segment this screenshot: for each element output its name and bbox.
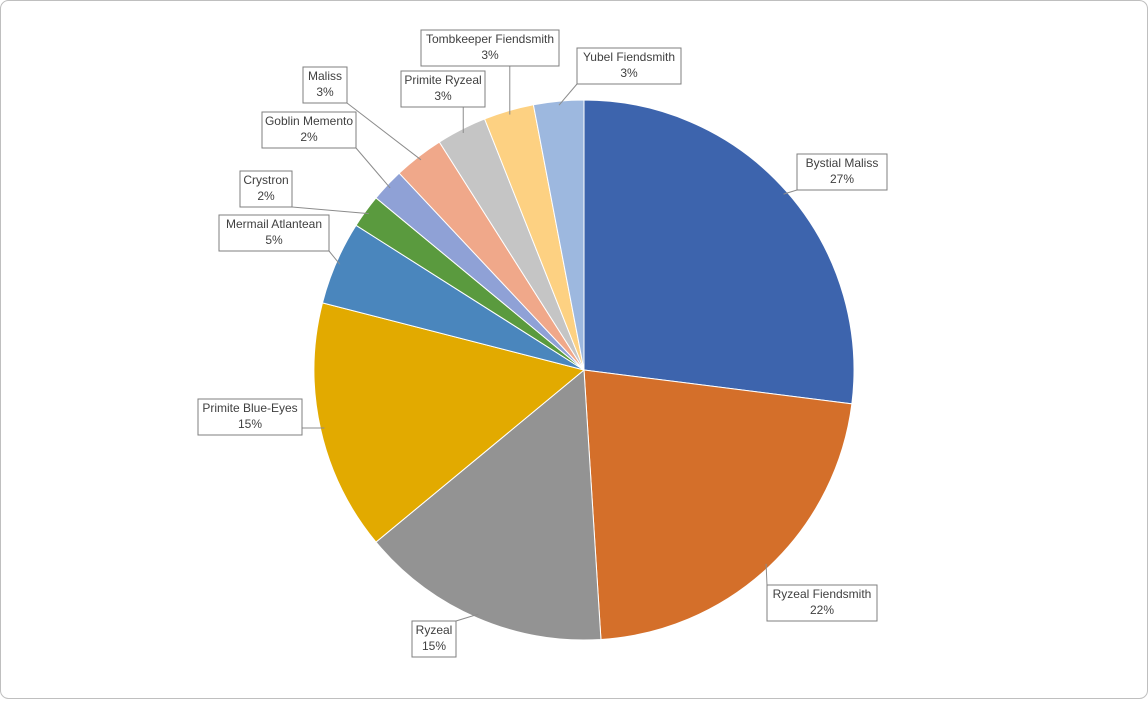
slice-value-label: 27%: [830, 172, 854, 186]
label-box: [411, 620, 457, 658]
slice-value-label: 3%: [434, 89, 452, 103]
slice-label: Bystial Maliss: [806, 156, 879, 170]
slice-label: Tombkeeper Fiendsmith: [426, 32, 554, 46]
label-box: [796, 153, 888, 191]
label-box: [766, 584, 878, 622]
slice-value-label: 22%: [810, 603, 834, 617]
slice-value-label: 15%: [238, 417, 262, 431]
slice-value-label: 15%: [422, 639, 446, 653]
pie-slice: [583, 369, 853, 640]
slice-label: Mermail Atlantean: [226, 217, 322, 231]
pie-slice: [375, 368, 602, 641]
leader-line: [291, 206, 369, 215]
pie-slice: [313, 302, 586, 543]
slice-label: Ryzeal: [416, 623, 453, 637]
leader-line: [783, 189, 798, 195]
pie-slice: [532, 99, 585, 371]
slice-value-label: 5%: [265, 233, 283, 247]
label-box: [576, 47, 682, 85]
slice-value-label: 2%: [300, 130, 318, 144]
slice-label: Crystron: [243, 173, 288, 187]
leader-line: [455, 613, 479, 622]
slice-value-label: 3%: [481, 48, 499, 62]
label-box: [261, 111, 357, 149]
slice-label: Primite Ryzeal: [404, 73, 481, 87]
leader-line: [346, 102, 422, 161]
leader-line: [328, 250, 341, 265]
label-box: [197, 398, 303, 436]
slice-label: Ryzeal Fiendsmith: [773, 587, 872, 601]
leader-line: [765, 563, 768, 586]
leader-line: [355, 147, 391, 189]
label-box: [400, 70, 486, 108]
label-box: [239, 170, 293, 208]
label-box: [420, 29, 560, 67]
label-box: [302, 66, 348, 104]
slice-label: Goblin Memento: [265, 114, 353, 128]
slice-value-label: 3%: [316, 85, 334, 99]
leader-line: [558, 83, 578, 106]
slice-value-label: 2%: [257, 189, 275, 203]
pie-slice: [583, 99, 855, 405]
slice-label: Primite Blue-Eyes: [202, 401, 297, 415]
label-box: [218, 214, 330, 252]
slice-label: Maliss: [308, 69, 342, 83]
slice-value-label: 3%: [620, 66, 638, 80]
slice-label: Yubel Fiendsmith: [583, 50, 675, 64]
